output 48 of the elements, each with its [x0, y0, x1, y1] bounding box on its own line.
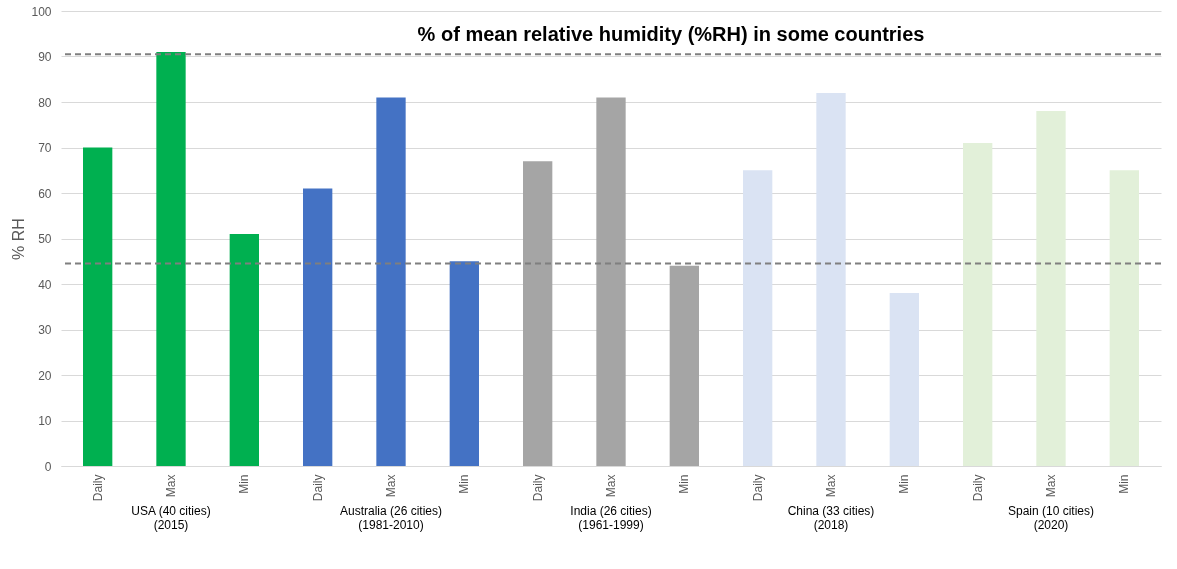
y-tick-label: 60 — [38, 186, 52, 201]
text: India (26 cities) (1961-1999) — [570, 504, 652, 532]
x-tick-label: Max — [384, 474, 398, 498]
bar — [669, 265, 699, 466]
bar — [1109, 170, 1139, 466]
bar — [963, 142, 993, 466]
text: % of mean relative humidity (%RH) in some countries — [417, 23, 925, 45]
bar — [449, 261, 479, 466]
bar — [1036, 111, 1066, 466]
bar — [596, 97, 626, 466]
bar — [743, 170, 773, 466]
x-tick-label: Min — [897, 474, 912, 494]
x-tick-label: Daily — [750, 474, 765, 502]
x-tick-label: Max — [164, 474, 178, 498]
y-tick-label: 90 — [38, 50, 52, 64]
x-tick-label: Daily — [970, 474, 985, 502]
x-tick-label: Min — [457, 474, 472, 494]
y-tick-label: 50 — [38, 232, 52, 246]
bar — [889, 293, 919, 466]
x-tick-label: Daily — [530, 474, 545, 502]
x-tick-label: Max — [1044, 474, 1058, 498]
y-tick-label: 80 — [38, 95, 52, 110]
y-tick-label: 30 — [38, 323, 52, 337]
text: Australia (26 cities) (1981-2010) — [339, 504, 443, 532]
y-tick-label: 100 — [31, 4, 52, 19]
bar — [523, 161, 553, 466]
bar — [83, 147, 113, 466]
bar — [816, 92, 846, 466]
y-tick-label: 0 — [44, 459, 52, 474]
text: USA (40 cities) (2015) — [131, 504, 211, 532]
bar — [303, 188, 333, 466]
x-tick-label: Daily — [310, 474, 325, 502]
x-tick-label: Min — [1117, 474, 1132, 494]
bar — [376, 97, 406, 466]
x-tick-label: Min — [677, 474, 692, 494]
bar — [156, 51, 186, 466]
y-tick-label: 10 — [38, 414, 52, 428]
text: China (33 cities) (2018) — [787, 504, 875, 532]
y-tick-label: 70 — [38, 141, 52, 155]
y-tick-label: 40 — [38, 277, 52, 292]
bar — [229, 233, 259, 466]
y-tick-label: 20 — [38, 368, 52, 383]
x-tick-label: Max — [604, 474, 618, 498]
x-tick-label: Max — [824, 474, 838, 498]
y-axis-title: % RH — [10, 218, 28, 260]
text: Spain (10 cities) (2020) — [1007, 504, 1095, 532]
x-tick-label: Min — [237, 474, 252, 494]
x-tick-label: Daily — [90, 474, 105, 502]
